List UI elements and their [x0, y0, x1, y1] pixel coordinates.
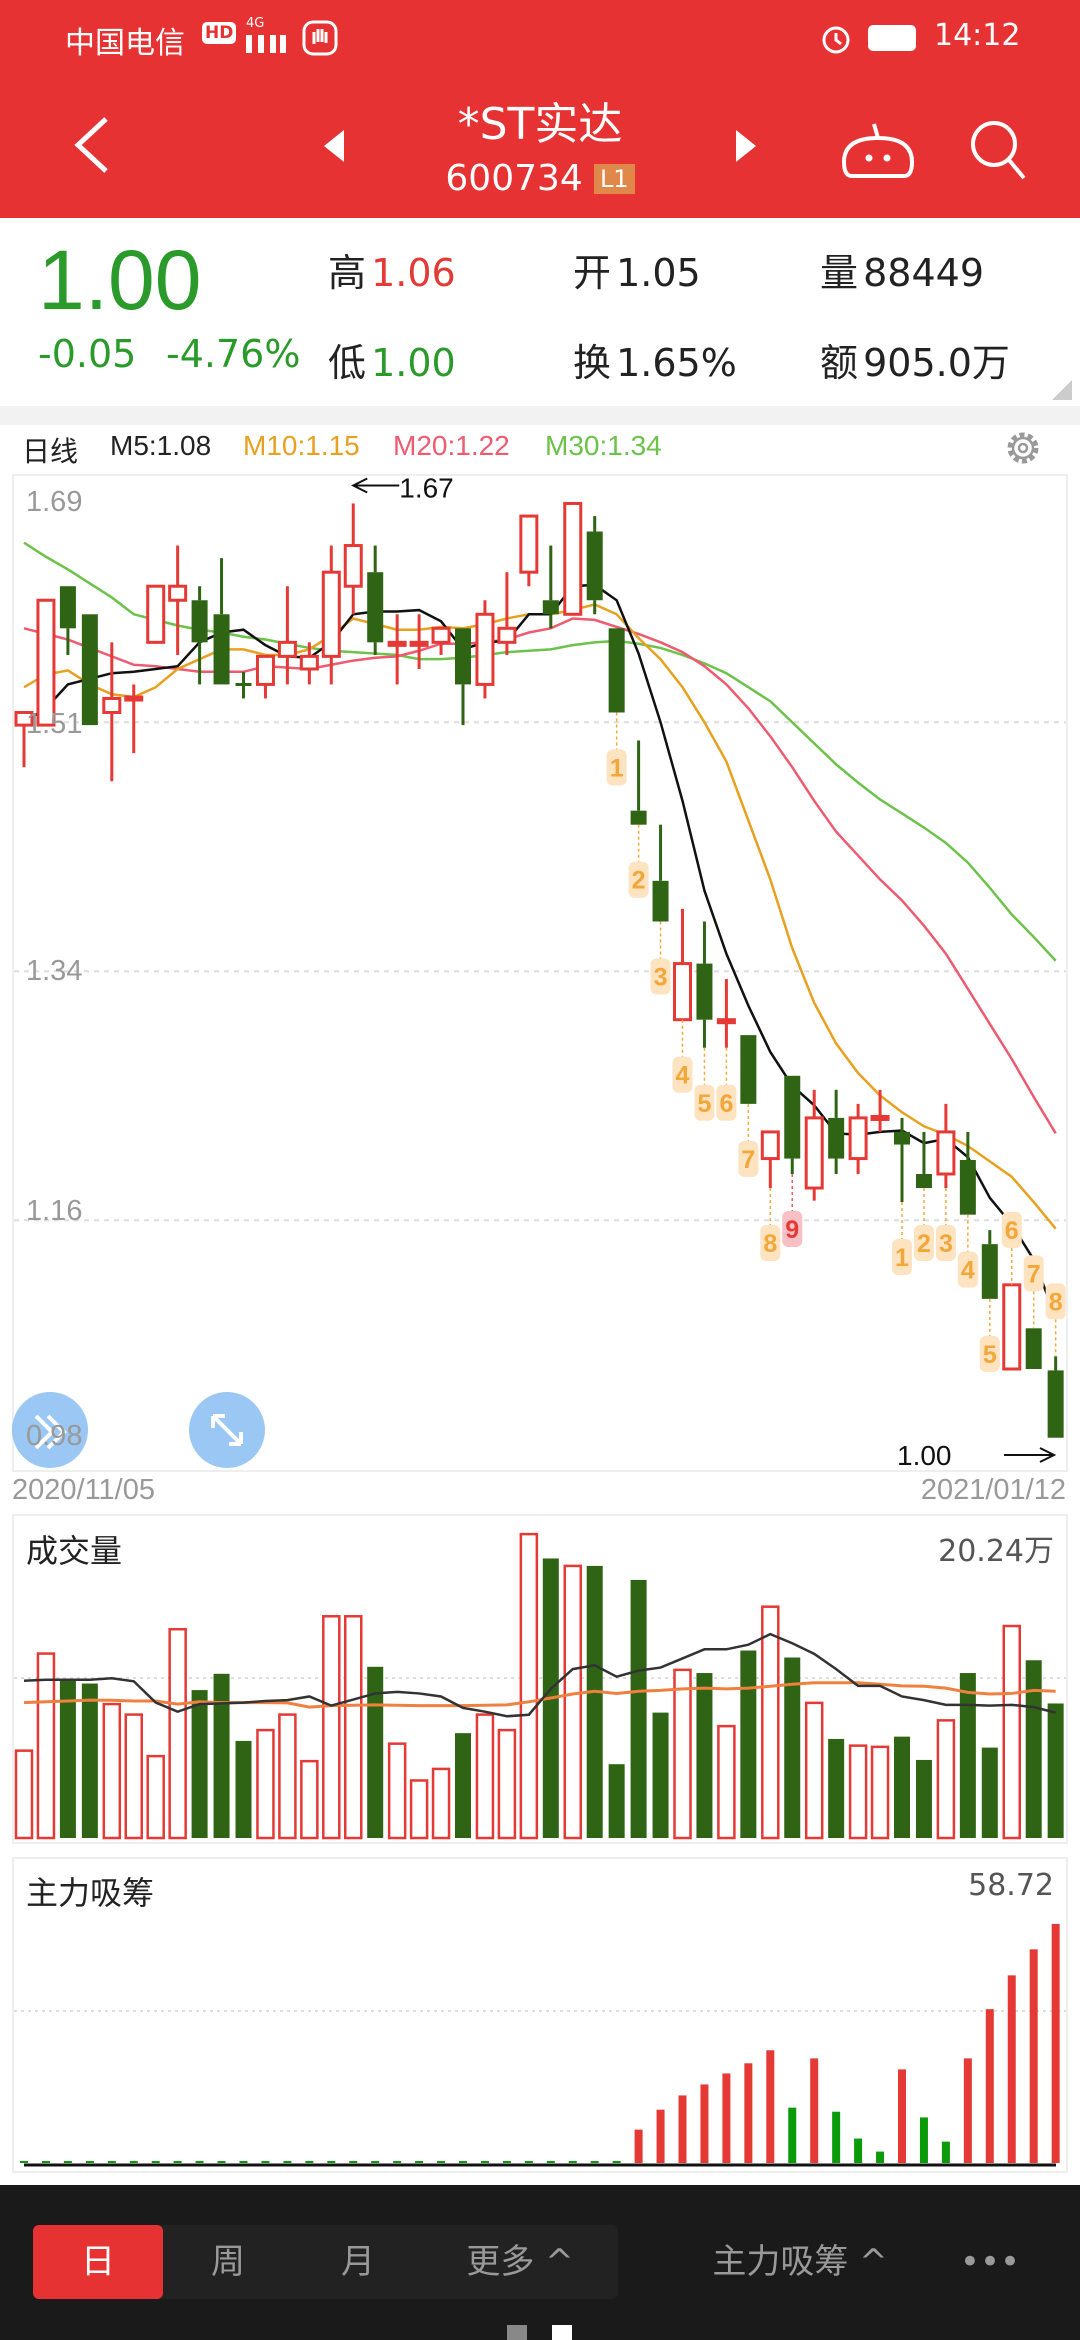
- settings-gear-icon[interactable]: [1003, 428, 1043, 468]
- turnover-label: 换: [573, 341, 612, 385]
- stock-code: 600734: [445, 158, 583, 199]
- last-price: 1.00: [38, 233, 202, 327]
- volume-field: 量 88449: [820, 242, 984, 297]
- tab-day[interactable]: 日: [33, 2225, 163, 2299]
- open-field: 开 1.05: [573, 242, 701, 297]
- ma30-legend: M30:1.34: [545, 430, 662, 461]
- y-tick: 1.51: [26, 708, 83, 740]
- prev-stock-icon[interactable]: [320, 128, 348, 164]
- indicator-select[interactable]: 主力吸筹 ^: [712, 2242, 888, 2282]
- low-field: 低 1.00: [328, 332, 456, 387]
- robot-icon[interactable]: [838, 118, 918, 180]
- y-tick: 1.34: [26, 955, 83, 987]
- volume-value: 88449: [863, 251, 984, 295]
- signal-icon: 4G: [246, 16, 265, 31]
- divider: [0, 406, 1080, 425]
- tab-week[interactable]: 周: [211, 2242, 245, 2282]
- low-value: 1.00: [371, 341, 456, 385]
- expand-corner-icon[interactable]: [1052, 380, 1072, 400]
- double-chevron-icon: [34, 1414, 67, 1450]
- turnover-value: 1.65%: [616, 341, 737, 385]
- start-date: 2020/11/05: [12, 1474, 155, 1506]
- stock-name: *ST实达: [457, 99, 623, 150]
- fullscreen-button[interactable]: [189, 1392, 265, 1468]
- clock: 14:12: [934, 18, 1021, 53]
- open-value: 1.05: [616, 251, 701, 295]
- ma20-legend: M20:1.22: [393, 430, 510, 461]
- hand-icon: [302, 20, 338, 56]
- volume-title: 成交量: [26, 1532, 123, 1570]
- more-menu-icon[interactable]: •••: [959, 2242, 1021, 2282]
- page-dot: [507, 2325, 527, 2340]
- price-change: -0.05: [38, 332, 137, 376]
- back-icon[interactable]: [70, 115, 116, 175]
- page-dot-active: [552, 2325, 572, 2340]
- volume-max: 20.24万: [938, 1534, 1054, 1569]
- level-badge: L1: [593, 163, 635, 194]
- stock-code-row: 600734 L1: [340, 158, 740, 199]
- y-tick: 0.98: [26, 1420, 83, 1452]
- mainforce-panel: [12, 1857, 1068, 2173]
- collapse-button[interactable]: [12, 1392, 88, 1468]
- period-label: 日线: [22, 436, 79, 467]
- high-field: 高 1.06: [328, 242, 456, 297]
- next-stock-icon[interactable]: [732, 128, 760, 164]
- high-label: 高: [328, 251, 367, 295]
- carrier: 中国电信: [65, 26, 185, 61]
- end-date: 2021/01/12: [920, 1474, 1066, 1506]
- open-label: 开: [573, 251, 612, 295]
- ma5-legend: M5:1.08: [110, 430, 212, 461]
- header: 中国电信 HD 4G 14:12 *ST实达 600734 L1: [0, 0, 1080, 218]
- search-icon[interactable]: [968, 118, 1030, 182]
- kline-chart[interactable]: [12, 474, 1068, 1472]
- mainforce-max: 58.72: [968, 1868, 1054, 1903]
- bottom-toolbar: 日 周 月 更多 ^ 主力吸筹 ^ •••: [0, 2185, 1080, 2340]
- expand-arrows-icon: [211, 1414, 243, 1446]
- change-percent: -4.76%: [166, 332, 301, 376]
- low-label: 低: [328, 341, 367, 385]
- amount-label: 额: [820, 341, 859, 385]
- amount-field: 额 905.0万: [820, 332, 1010, 387]
- turnover-field: 换 1.65%: [573, 332, 737, 387]
- y-tick: 1.69: [26, 486, 83, 518]
- amount-value: 905.0万: [863, 341, 1010, 385]
- battery-icon: [868, 25, 916, 51]
- alarm-icon: [822, 26, 850, 54]
- tab-month[interactable]: 月: [341, 2242, 375, 2282]
- y-tick: 1.16: [26, 1195, 83, 1227]
- volume-panel: [12, 1514, 1068, 1844]
- ma10-legend: M10:1.15: [243, 430, 360, 461]
- volume-label: 量: [820, 251, 859, 295]
- signal-bars-icon: [246, 35, 286, 53]
- quote-panel: 1.00 -0.05 -4.76% 高 1.06 低 1.00 开 1.05 换…: [0, 218, 1080, 406]
- hd-icon: HD: [202, 22, 237, 44]
- high-value: 1.06: [371, 251, 456, 295]
- mainforce-title: 主力吸筹: [26, 1874, 155, 1912]
- tab-more[interactable]: 更多 ^: [466, 2242, 574, 2282]
